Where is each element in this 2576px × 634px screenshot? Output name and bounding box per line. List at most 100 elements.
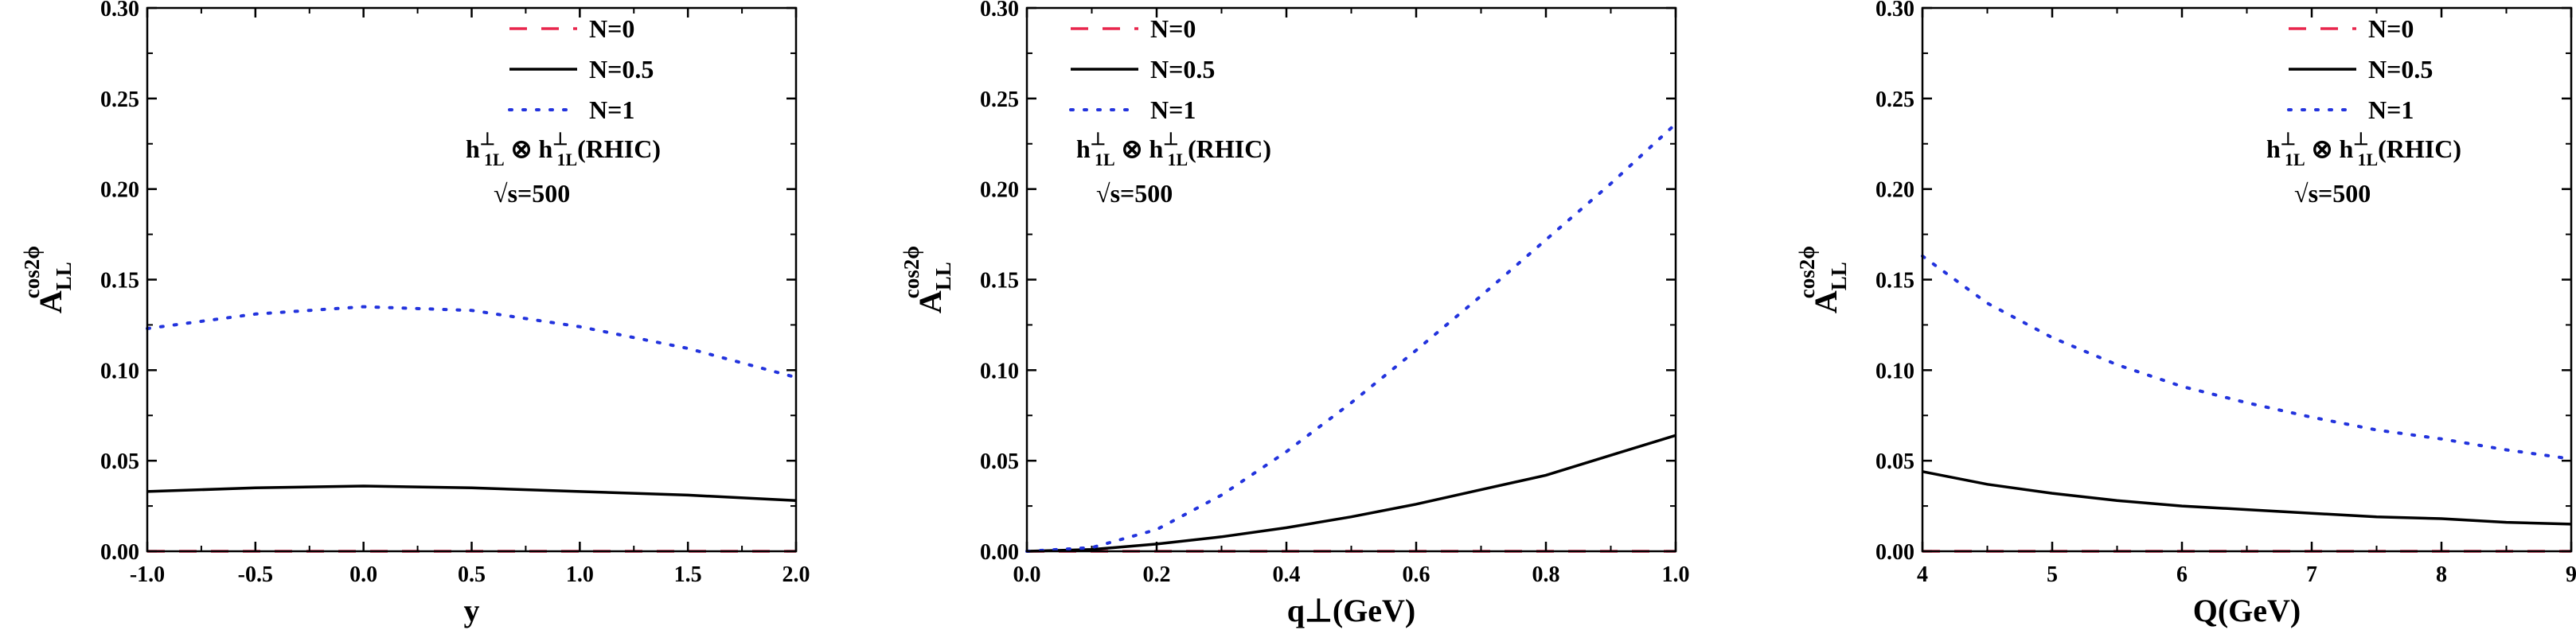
legend-label: N=0	[2368, 14, 2414, 43]
y-tick-label: 0.25	[1875, 88, 1914, 112]
x-tick-label: 0.4	[1273, 562, 1301, 587]
legend-label: N=0	[1150, 14, 1196, 43]
x-tick-label: 5	[2047, 562, 2058, 587]
plot-frame	[146, 6, 798, 553]
y-axis-label-sup: cos2ϕ	[900, 246, 923, 298]
y-tick-label: 0.00	[980, 540, 1019, 565]
x-tick-label: 6	[2176, 562, 2188, 587]
annotation-suffix: (RHIC)	[2378, 134, 2461, 163]
annotation-energy: √s=500	[1096, 179, 1173, 208]
x-axis-label: Q(GeV)	[2193, 593, 2301, 628]
legend-label: N=0.5	[589, 55, 654, 84]
y-axis-label-base: A	[1808, 290, 1844, 313]
y-axis-label-sub: LL	[1827, 262, 1851, 290]
legend-label: N=0.5	[1150, 55, 1215, 84]
annotation-suffix: (RHIC)	[1188, 134, 1271, 163]
legend-label: N=1	[589, 95, 634, 124]
annotation-otimes: ⊗	[505, 134, 539, 163]
y-tick-label: 0.20	[100, 178, 139, 203]
x-tick-label: -0.5	[238, 562, 273, 587]
annotation-suffix: (RHIC)	[577, 134, 661, 163]
annotation-h2: h	[1149, 134, 1163, 163]
x-tick-label: 4	[1917, 562, 1928, 587]
annotation-h2: h	[538, 134, 552, 163]
annotation-sub2: 1L	[1167, 150, 1188, 169]
y-axis-label: ALL cos2ϕ	[20, 246, 76, 313]
annotation-sub: 1L	[1095, 150, 1115, 169]
annotation-otimes: ⊗	[1115, 134, 1149, 163]
series-line-N=1	[1921, 254, 2573, 461]
x-tick-label: 7	[2306, 562, 2317, 587]
annotation-h: h	[466, 134, 480, 163]
x-tick-label: 1.0	[566, 562, 594, 587]
y-tick-label: 0.10	[1875, 359, 1914, 383]
x-tick-label: 0.6	[1403, 562, 1430, 587]
annotation-perp: ⊥	[480, 129, 495, 149]
legend-label: N=0.5	[2368, 55, 2433, 84]
legend-label: N=1	[2368, 95, 2414, 124]
x-tick-label: 0.0	[1013, 562, 1041, 587]
x-tick-label: 2.0	[783, 562, 810, 587]
y-tick-label: 0.15	[100, 269, 139, 294]
chart-panel-1: -1.0 -0.5 0.0 0.5 1.0 1.5 2.0 0.00 0.05 0.10 0.15 0…	[20, 0, 810, 628]
legend-label: N=0	[589, 14, 634, 43]
y-axis-label-sup: cos2ϕ	[20, 246, 44, 298]
y-tick-label: 0.00	[100, 540, 139, 565]
series-line-N=0.5	[1922, 470, 2572, 526]
annotation-h: h	[2266, 134, 2281, 163]
series-line-N=1	[1025, 122, 1677, 553]
y-tick-label: 0.20	[1875, 178, 1914, 203]
annotation-sub: 1L	[2285, 150, 2305, 169]
chart-panel-2: 0.0 0.2 0.4 0.6 0.8 1.0 0.00 0.05 0.10 0.15 0.20 0.…	[900, 0, 1690, 628]
x-tick-label: 0.0	[349, 562, 377, 587]
y-axis-label-sup: cos2ϕ	[1795, 246, 1819, 298]
y-axis-label-sub: LL	[52, 262, 76, 290]
y-tick-label: 0.30	[100, 0, 139, 21]
y-tick-label: 0.10	[100, 359, 139, 383]
annotation-energy: √s=500	[2294, 179, 2371, 208]
annotation-h: h	[1076, 134, 1091, 163]
x-axis-label: q⊥(GeV)	[1287, 593, 1415, 628]
annotation-perp2: ⊥	[552, 129, 568, 149]
y-tick-label: 0.05	[100, 449, 139, 474]
x-tick-label: 1.0	[1662, 562, 1690, 587]
y-tick-label: 0.05	[980, 449, 1019, 474]
y-tick-label: 0.30	[980, 0, 1019, 21]
x-tick-label: 0.8	[1532, 562, 1560, 587]
annotation-perp2: ⊥	[1163, 129, 1178, 149]
chart-panel-3: 4 5 6 7 8 9 0.00 0.05 0.10 0.15 0.20 0.25 0.30 Q(GeV)…	[1795, 0, 2576, 628]
series-line-N=1	[146, 305, 798, 379]
annotation-process: h⊥ 1L ⊗ h⊥ 1L(RHIC)	[2266, 129, 2461, 169]
y-tick-label: 0.30	[1875, 0, 1914, 21]
y-tick-label: 0.10	[980, 359, 1019, 383]
y-tick-label: 0.00	[1875, 540, 1914, 565]
series-line-N=0.5	[146, 484, 797, 503]
x-tick-label: 0.2	[1143, 562, 1171, 587]
annotation-process: h⊥ 1L ⊗ h⊥ 1L(RHIC)	[466, 129, 661, 169]
y-axis-label: ALL cos2ϕ	[1795, 246, 1851, 313]
x-tick-label: 0.5	[458, 562, 486, 587]
series-line-N=0.5	[1026, 434, 1676, 553]
annotation-h2: h	[2339, 134, 2353, 163]
annotation-perp2: ⊥	[2353, 129, 2368, 149]
annotation-perp: ⊥	[1091, 129, 1106, 149]
plot-frame	[1921, 6, 2573, 553]
y-tick-label: 0.20	[980, 178, 1019, 203]
y-axis-label-base: A	[912, 290, 948, 313]
y-tick-label: 0.25	[100, 88, 139, 112]
x-tick-label: -1.0	[130, 562, 165, 587]
annotation-sub2: 1L	[2357, 150, 2378, 169]
annotation-sub2: 1L	[556, 150, 577, 169]
annotation-sub: 1L	[484, 150, 505, 169]
x-tick-label: 1.5	[674, 562, 702, 587]
x-tick-label: 8	[2436, 562, 2447, 587]
annotation-energy: √s=500	[494, 179, 570, 208]
y-tick-label: 0.15	[980, 269, 1019, 294]
annotation-perp: ⊥	[2281, 129, 2296, 149]
y-tick-label: 0.15	[1875, 269, 1914, 294]
legend-label: N=1	[1150, 95, 1196, 124]
y-tick-label: 0.05	[1875, 449, 1914, 474]
y-axis-label: ALL cos2ϕ	[900, 246, 955, 313]
x-axis-label: y	[464, 593, 480, 628]
